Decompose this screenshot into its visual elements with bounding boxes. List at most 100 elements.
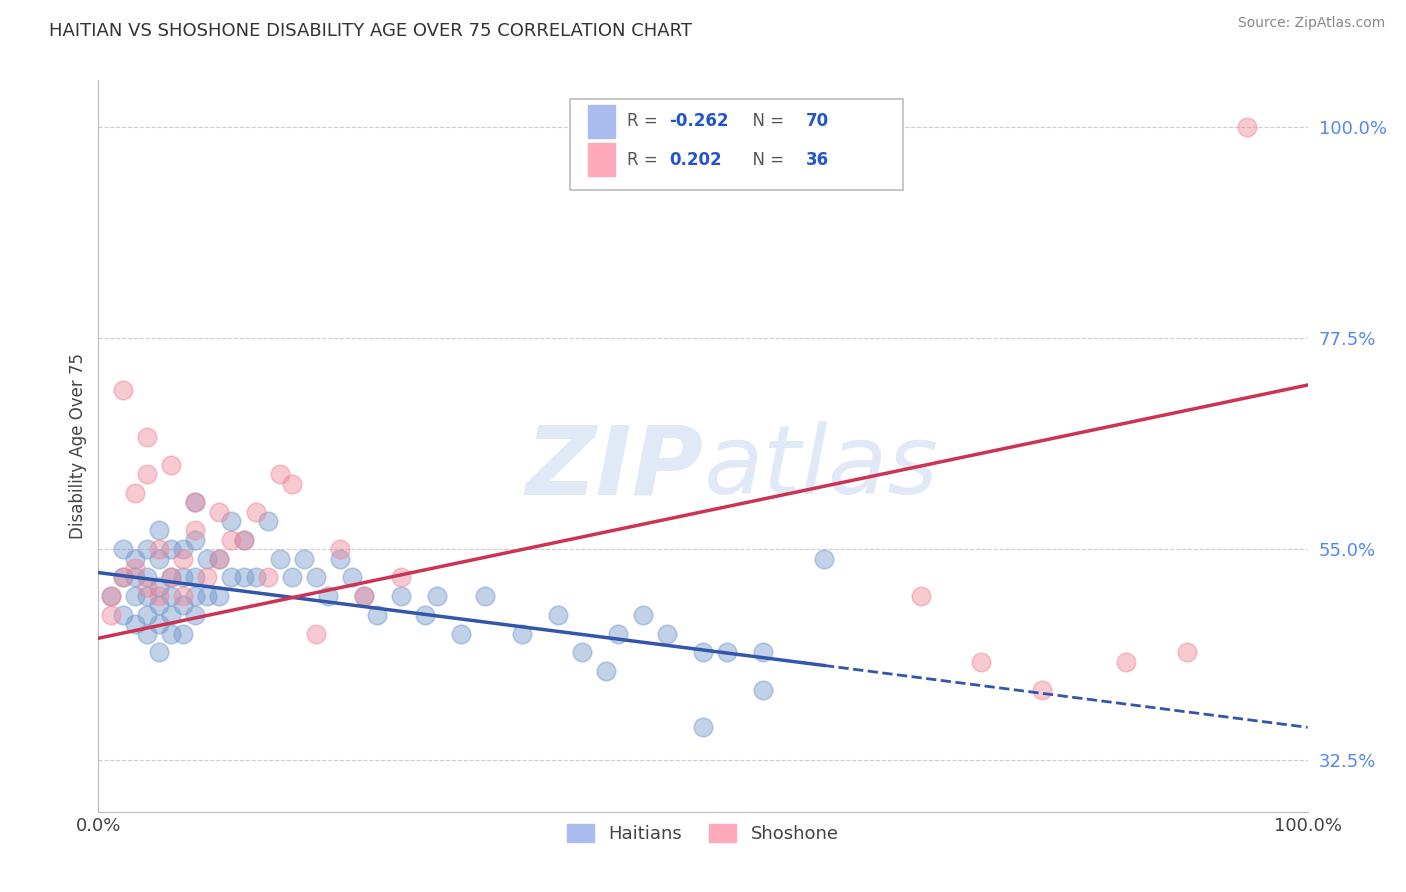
Point bbox=[366, 607, 388, 622]
Point bbox=[281, 476, 304, 491]
Point bbox=[172, 589, 194, 603]
Point bbox=[1175, 645, 1198, 659]
Legend: Haitians, Shoshone: Haitians, Shoshone bbox=[560, 816, 846, 850]
Point bbox=[111, 570, 134, 584]
Point bbox=[148, 524, 170, 538]
Point bbox=[208, 551, 231, 566]
Point bbox=[232, 570, 254, 584]
Point bbox=[135, 626, 157, 640]
Point bbox=[269, 467, 291, 482]
Point bbox=[100, 607, 122, 622]
Point bbox=[172, 570, 194, 584]
Point bbox=[195, 551, 218, 566]
Point bbox=[342, 570, 364, 584]
Point bbox=[184, 495, 207, 509]
Point bbox=[100, 589, 122, 603]
Point bbox=[256, 514, 278, 528]
Point bbox=[208, 589, 231, 603]
Point bbox=[1236, 120, 1258, 135]
Point bbox=[111, 607, 134, 622]
Point bbox=[124, 589, 146, 603]
Point bbox=[232, 533, 254, 547]
Point bbox=[184, 589, 207, 603]
Point bbox=[124, 486, 146, 500]
Point bbox=[571, 645, 593, 659]
Point bbox=[221, 570, 243, 584]
Point bbox=[329, 551, 352, 566]
Point bbox=[1115, 655, 1137, 669]
Point bbox=[353, 589, 375, 603]
Point bbox=[160, 458, 183, 472]
Point bbox=[148, 645, 170, 659]
Text: R =: R = bbox=[627, 151, 662, 169]
Point bbox=[195, 570, 218, 584]
Point bbox=[269, 551, 291, 566]
Point bbox=[135, 542, 157, 557]
Point bbox=[135, 429, 157, 443]
Text: 70: 70 bbox=[806, 112, 830, 130]
Point bbox=[148, 589, 170, 603]
Point bbox=[256, 570, 278, 584]
Text: atlas: atlas bbox=[703, 421, 938, 515]
Point bbox=[970, 655, 993, 669]
Point bbox=[124, 570, 146, 584]
Point bbox=[305, 626, 328, 640]
Point bbox=[221, 514, 243, 528]
Point bbox=[510, 626, 533, 640]
Point bbox=[148, 542, 170, 557]
Point bbox=[547, 607, 569, 622]
Point bbox=[305, 570, 328, 584]
Point bbox=[124, 551, 146, 566]
Point bbox=[195, 589, 218, 603]
Point bbox=[135, 570, 157, 584]
Point bbox=[184, 570, 207, 584]
Point bbox=[655, 626, 678, 640]
Point bbox=[184, 524, 207, 538]
Point bbox=[160, 607, 183, 622]
Point bbox=[474, 589, 496, 603]
Point bbox=[245, 570, 267, 584]
Point bbox=[281, 570, 304, 584]
Point bbox=[135, 607, 157, 622]
Point bbox=[353, 589, 375, 603]
Point bbox=[184, 607, 207, 622]
Point bbox=[100, 589, 122, 603]
Point bbox=[160, 626, 183, 640]
Point bbox=[172, 599, 194, 613]
Point bbox=[413, 607, 436, 622]
Point bbox=[124, 617, 146, 632]
Point bbox=[329, 542, 352, 557]
Point bbox=[752, 645, 775, 659]
Point bbox=[172, 626, 194, 640]
Text: R =: R = bbox=[627, 112, 662, 130]
Point bbox=[692, 645, 714, 659]
Point bbox=[631, 607, 654, 622]
Point bbox=[208, 505, 231, 519]
Point bbox=[148, 617, 170, 632]
Point bbox=[172, 542, 194, 557]
Point bbox=[172, 551, 194, 566]
Point bbox=[910, 589, 932, 603]
Point bbox=[208, 551, 231, 566]
Point bbox=[752, 682, 775, 697]
Point bbox=[184, 495, 207, 509]
Point bbox=[135, 467, 157, 482]
Point bbox=[111, 570, 134, 584]
Point bbox=[389, 570, 412, 584]
Point bbox=[316, 589, 339, 603]
Point bbox=[716, 645, 738, 659]
Text: 36: 36 bbox=[806, 151, 830, 169]
Point bbox=[232, 533, 254, 547]
Point bbox=[124, 561, 146, 575]
Bar bbox=[588, 104, 614, 137]
Text: HAITIAN VS SHOSHONE DISABILITY AGE OVER 75 CORRELATION CHART: HAITIAN VS SHOSHONE DISABILITY AGE OVER … bbox=[49, 22, 692, 40]
Point bbox=[813, 551, 835, 566]
FancyBboxPatch shape bbox=[569, 99, 903, 190]
Point bbox=[160, 542, 183, 557]
Point bbox=[148, 551, 170, 566]
Point bbox=[160, 570, 183, 584]
Text: 0.202: 0.202 bbox=[669, 151, 721, 169]
Point bbox=[692, 720, 714, 734]
Point bbox=[426, 589, 449, 603]
Point bbox=[148, 599, 170, 613]
